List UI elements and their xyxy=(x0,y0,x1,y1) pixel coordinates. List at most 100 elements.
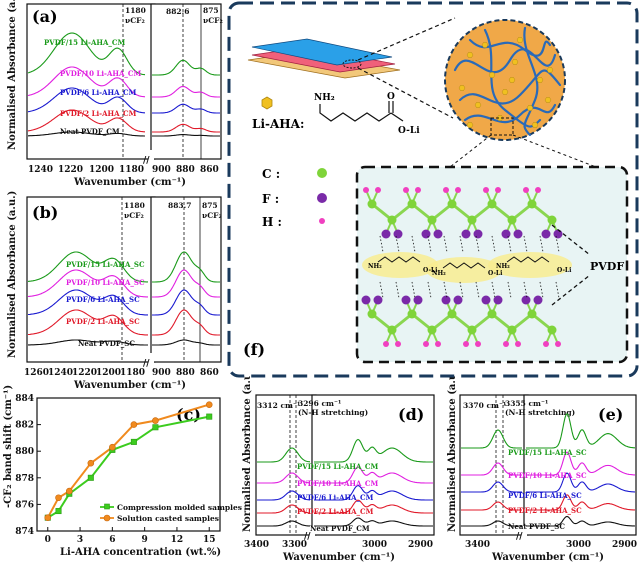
y-tick-label: 884 xyxy=(15,394,34,404)
hydrogen-bond xyxy=(411,235,416,253)
hydrogen-bond xyxy=(491,281,496,299)
panel-a-spectra xyxy=(27,32,220,137)
panel-a-series-line xyxy=(27,66,146,98)
hydrogen-bond xyxy=(507,281,512,299)
xtick: 3400 xyxy=(244,540,269,550)
panel-b-xticks: 1260 1240 1220 1200 1180 900 880 860 xyxy=(24,368,219,378)
fluorine-atom xyxy=(361,295,371,305)
li-aha-particle xyxy=(544,97,552,103)
axis-break-mask xyxy=(309,526,315,540)
axis-break-mask xyxy=(148,353,154,367)
panel-a-xlabel: Wavenumber (cm⁻¹) xyxy=(73,177,186,188)
li-aha-particle xyxy=(458,85,466,91)
panel-e-series-line xyxy=(461,520,522,527)
panel-b-series-line xyxy=(27,269,148,298)
xtick: 900 xyxy=(152,165,171,175)
panel-e-spectra xyxy=(461,413,636,527)
fluorine-atom xyxy=(441,295,451,305)
panel-c-ylabel: -CF₂ band shift (cm⁻¹) xyxy=(3,385,14,508)
panel-f-label: (f) xyxy=(243,340,265,359)
panel-b-series-line xyxy=(28,309,148,336)
carbon-atom xyxy=(387,325,397,335)
fluorine-atom xyxy=(413,295,423,305)
li-aha-particle xyxy=(546,67,554,73)
panel-b-series-line xyxy=(28,339,148,346)
annotation-3370: 3370 cm⁻¹ xyxy=(463,401,506,410)
fluorine-atom xyxy=(373,295,383,305)
hydrogen-bond xyxy=(411,281,416,299)
y-tick-label: 878 xyxy=(15,474,34,484)
hydrogen-atom xyxy=(383,341,389,347)
zoom-region-chain xyxy=(490,117,514,136)
polymer-chain xyxy=(463,103,557,124)
series-label-e-10: PVDF/10 Li-AHA_SC xyxy=(508,471,587,480)
panel-d-series-line xyxy=(257,447,311,463)
fluorine-atom xyxy=(513,229,523,239)
panel-d-xlabel: Wavenumber (cm⁻¹) xyxy=(282,552,395,563)
li-aha-chain-highlight xyxy=(488,252,572,278)
axis-break-mark: // xyxy=(143,359,150,369)
y-tick-label: 876 xyxy=(15,500,34,510)
x-tick-label: 3 xyxy=(77,535,83,545)
panel-b-series-line xyxy=(27,251,148,283)
series-label-d-0: Neat PVDF_CM xyxy=(310,524,370,533)
carbon-atom xyxy=(547,215,557,225)
carbon-atom xyxy=(367,199,377,209)
fluorine-atom xyxy=(533,295,543,305)
data-point-sc xyxy=(130,421,138,428)
xtick: 1260 xyxy=(24,368,49,378)
data-point-sc xyxy=(44,514,52,522)
panel-e-series-line xyxy=(526,472,635,493)
hydrogen-atom xyxy=(415,187,421,193)
carbon-atom xyxy=(407,199,417,209)
xtick: 1180 xyxy=(120,368,145,378)
carbon-atom xyxy=(487,199,497,209)
zoom-circle-bg xyxy=(444,19,566,141)
hydrogen-bond xyxy=(475,281,480,299)
panel-c-plot xyxy=(44,401,213,522)
zoom-line xyxy=(357,67,454,119)
panel-d-label: (d) xyxy=(398,405,424,424)
carbon-atom xyxy=(447,309,457,319)
panel-a-series-line xyxy=(152,123,220,133)
hydrogen-atom xyxy=(423,341,429,347)
panel-b-series-line xyxy=(152,269,220,298)
hydrogen-bond xyxy=(427,281,432,299)
data-point-cm xyxy=(87,474,94,481)
fluorine-label: F : xyxy=(262,192,279,206)
fluorine-atom xyxy=(381,229,391,239)
chain-oli: O-Li xyxy=(557,267,572,274)
fluorine-atom xyxy=(493,295,503,305)
xtick: 3400 xyxy=(465,540,490,550)
carbon-atom xyxy=(427,325,437,335)
li-aha-hexagon-icon xyxy=(261,96,273,110)
panel-e-series-line xyxy=(526,451,635,476)
panel-b-frame-right xyxy=(150,196,222,363)
series-label-b-15: PVDF/15 Li-AHA_SC xyxy=(66,260,145,269)
hydrogen-bond xyxy=(539,235,544,253)
annotation-3312: 3312 cm⁻¹ xyxy=(257,401,300,410)
xtick: 3000 xyxy=(362,540,387,550)
fluorine-icon xyxy=(317,193,327,203)
li-aha-chain-highlight xyxy=(426,257,502,283)
panel-e-series-line xyxy=(461,481,522,493)
hydrogen-atom xyxy=(455,187,461,193)
zoom-line xyxy=(449,134,492,168)
hydrogen-bond xyxy=(523,235,528,253)
series-label-a-2: PVDF/2 Li-AHA_CM xyxy=(60,109,137,118)
panel-a-series-line xyxy=(152,85,220,98)
carbon-label: C : xyxy=(262,167,280,181)
polymer-chain xyxy=(458,69,562,105)
hydrogen-bond xyxy=(443,281,448,299)
hydrogen-icon xyxy=(319,218,325,224)
y-tick-label: 874 xyxy=(15,527,34,537)
annotation-882-a: 882.6 xyxy=(166,7,190,16)
arrow-to-pvdf xyxy=(551,224,591,256)
panel-c-legend: Compression molded samples Solution cast… xyxy=(100,503,242,523)
panel-d-frame-left xyxy=(255,394,317,536)
fluorine-atom xyxy=(481,295,491,305)
fluorine-atom xyxy=(453,295,463,305)
axis-break-mark: // xyxy=(304,532,311,542)
li-aha-label: Li-AHA xyxy=(252,117,301,131)
panel-d-series-line xyxy=(314,466,433,484)
